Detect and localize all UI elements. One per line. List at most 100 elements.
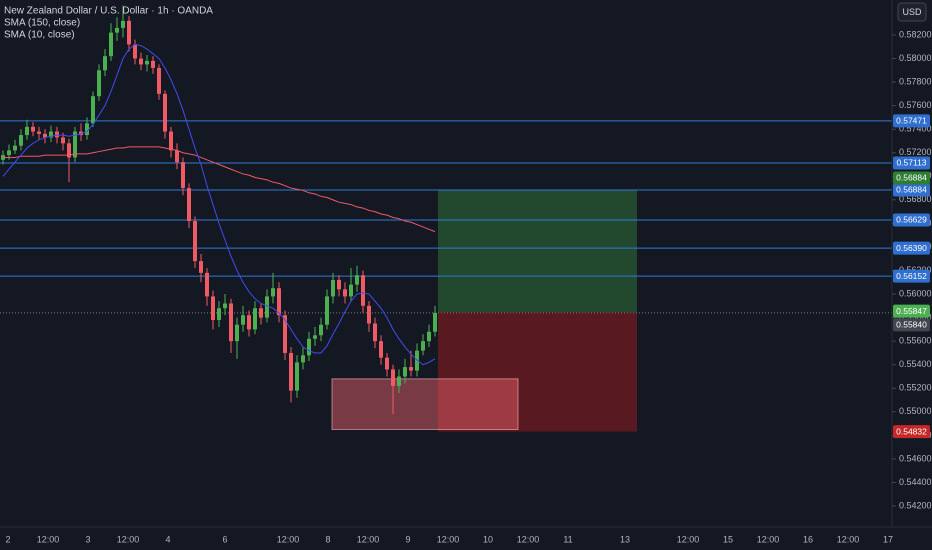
x-tick-label: 17 xyxy=(883,534,893,544)
x-tick-label: 12:00 xyxy=(277,534,300,544)
y-tick-label: 0.58200 xyxy=(899,29,932,39)
candle-body xyxy=(265,296,269,318)
candle-body xyxy=(37,131,41,134)
candle-body xyxy=(79,131,83,136)
level-badge-label: 0.56390 xyxy=(896,243,927,253)
y-tick-label: 0.55400 xyxy=(899,359,932,369)
candle-body xyxy=(85,123,89,136)
candle-body xyxy=(25,126,29,136)
profit-area xyxy=(438,189,637,313)
candle-body xyxy=(115,27,119,33)
candle-body xyxy=(349,284,353,297)
candle-body xyxy=(295,362,299,391)
candle-body xyxy=(55,131,59,138)
level-badge xyxy=(893,114,930,128)
level-badge xyxy=(893,213,930,227)
candle-body xyxy=(367,305,371,324)
x-tick-label: 12:00 xyxy=(357,534,380,544)
candle-body xyxy=(193,221,197,262)
level-badge xyxy=(893,241,930,255)
y-tick-label: 0.58000 xyxy=(899,53,932,63)
y-tick-label: 0.54200 xyxy=(899,500,932,510)
candle-body xyxy=(433,312,437,332)
target-badge-label: 0.56884 xyxy=(896,173,927,183)
candle-body xyxy=(151,60,155,68)
zone xyxy=(331,378,519,430)
plot xyxy=(0,5,892,432)
currency[interactable]: USD xyxy=(902,7,922,17)
stop-badge xyxy=(893,425,930,439)
candle-body xyxy=(121,20,125,28)
x-tick-label: 6 xyxy=(222,534,227,544)
candle-body xyxy=(337,279,341,290)
x-tick-label: 8 xyxy=(325,534,330,544)
candle-body xyxy=(175,150,179,163)
x-tick-label: 12:00 xyxy=(677,534,700,544)
candle-body xyxy=(199,261,203,273)
x-tick-label: 15 xyxy=(723,534,733,544)
candle-body xyxy=(157,67,161,94)
x-tick-label: 16 xyxy=(803,534,813,544)
chart-title: New Zealand Dollar / U.S. Dollar · 1h · … xyxy=(4,6,213,17)
candle-body xyxy=(241,315,245,325)
x-tick-label: 12:00 xyxy=(117,534,140,544)
y-tick-label: 0.55000 xyxy=(899,406,932,416)
candle-body xyxy=(343,289,347,297)
y-tick-label: 0.57400 xyxy=(899,124,932,134)
x-tick-label: 12:00 xyxy=(437,534,460,544)
x-tick-label: 2 xyxy=(5,534,10,544)
candle-body xyxy=(145,60,149,65)
y-tick-label: 0.57600 xyxy=(899,100,932,110)
sma-line xyxy=(2,43,436,366)
candle-body xyxy=(7,150,11,156)
y-tick-label: 0.55600 xyxy=(899,336,932,346)
candle-body xyxy=(13,145,17,151)
entry-badge-label: 0.55847 xyxy=(896,306,927,316)
candle-body xyxy=(409,367,413,371)
currency-button[interactable] xyxy=(897,2,927,22)
candle-body xyxy=(127,20,131,45)
candle-body xyxy=(391,369,395,386)
y-tick-label: 0.57200 xyxy=(899,147,932,157)
candle-body xyxy=(67,143,71,158)
candle-body xyxy=(229,303,233,342)
candle-body xyxy=(181,162,185,189)
candle-body xyxy=(103,56,107,71)
legend-entry: SMA (10, close) xyxy=(4,30,75,41)
candle-body xyxy=(169,131,173,151)
candle-body xyxy=(205,272,209,297)
candle-body xyxy=(139,58,143,65)
candle-body xyxy=(313,335,317,339)
entry-badge xyxy=(893,304,930,318)
candle-body xyxy=(211,296,215,320)
candle-body xyxy=(163,93,167,132)
candle-body xyxy=(91,96,95,124)
candle-body xyxy=(271,288,275,297)
level-badge-label: 0.57471 xyxy=(896,116,927,126)
level-badge-label: 0.56152 xyxy=(896,271,927,281)
candle-body xyxy=(307,338,311,356)
candle-body xyxy=(31,126,35,132)
stop-badge-label: 0.54832 xyxy=(896,426,927,436)
y-tick-label: 0.54400 xyxy=(899,477,932,487)
candle-body xyxy=(217,308,221,320)
level-badge-label: 0.56629 xyxy=(896,215,927,225)
candle-body xyxy=(43,133,47,138)
candle-body xyxy=(235,324,239,342)
candle-body xyxy=(277,288,281,316)
x-tick-label: 11 xyxy=(563,534,572,544)
y-tick-label: 0.57800 xyxy=(899,76,932,86)
candle-body xyxy=(187,188,191,222)
candle-body xyxy=(97,70,101,97)
candle-body xyxy=(223,303,227,309)
candle-body xyxy=(19,135,23,146)
candle-body xyxy=(373,323,377,342)
x-tick-label: 12:00 xyxy=(517,534,540,544)
legend-entry: SMA (150, close) xyxy=(4,18,80,29)
candle-body xyxy=(49,131,53,138)
candle-body xyxy=(385,357,389,370)
level-badge xyxy=(893,269,930,283)
candle-body xyxy=(73,131,77,158)
